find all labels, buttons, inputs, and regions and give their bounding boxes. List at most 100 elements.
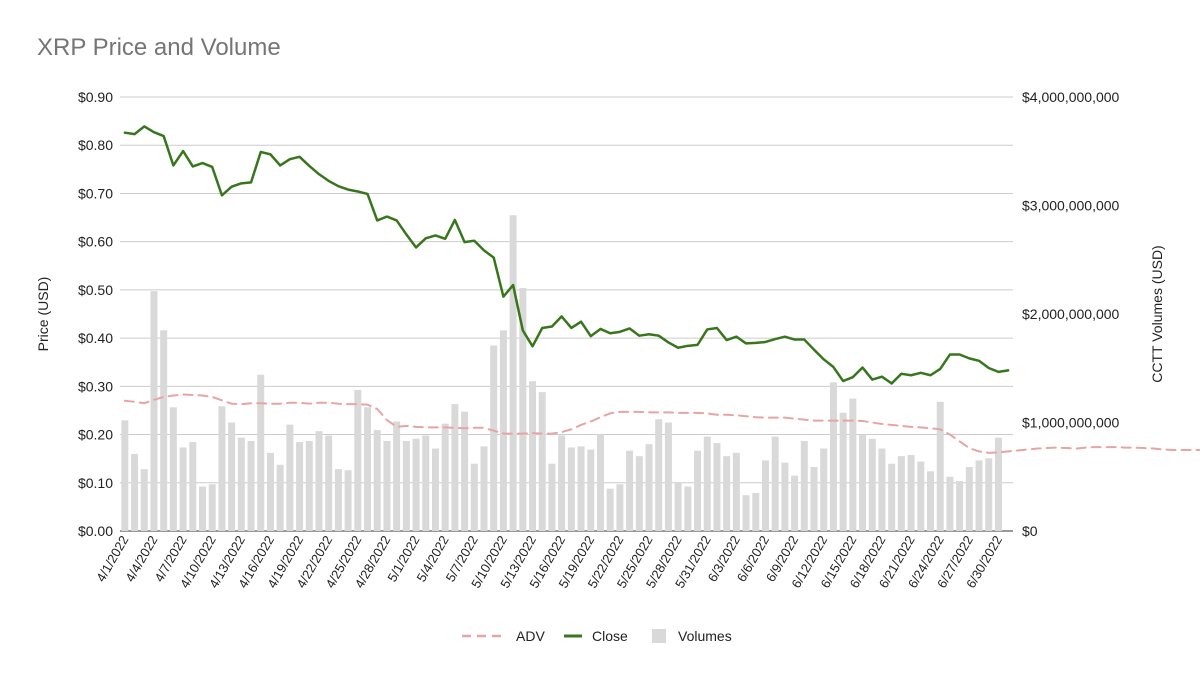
volume-bar bbox=[732, 452, 740, 531]
volume-bar bbox=[927, 471, 934, 531]
volume-bar bbox=[946, 476, 954, 531]
volume-bars bbox=[121, 215, 1002, 531]
volume-bar bbox=[907, 455, 915, 531]
volume-bar bbox=[878, 448, 886, 531]
volume-bar bbox=[354, 389, 362, 531]
volume-bar bbox=[655, 419, 663, 531]
volume-bar bbox=[606, 488, 614, 531]
volume-bar bbox=[645, 444, 653, 531]
volume-bar bbox=[131, 453, 139, 531]
volume-bar bbox=[431, 448, 439, 531]
volume-bar bbox=[296, 442, 304, 531]
volume-bar bbox=[752, 493, 760, 531]
volume-bar bbox=[664, 422, 672, 531]
volume-bar bbox=[412, 438, 420, 531]
legend-close-label: Close bbox=[592, 628, 628, 644]
volume-bar bbox=[558, 435, 566, 531]
volume-bar bbox=[936, 401, 944, 531]
y-left-tick-label: $0.70 bbox=[78, 185, 113, 201]
volume-bar bbox=[461, 411, 469, 531]
volume-bar bbox=[577, 446, 585, 531]
volume-bar bbox=[160, 330, 168, 531]
volume-bar bbox=[266, 452, 274, 531]
y-left-axis-title: Price (USD) bbox=[35, 277, 51, 352]
close-line bbox=[123, 125, 1010, 385]
volume-bar bbox=[499, 330, 507, 531]
y-right-tick-label: $0 bbox=[1022, 523, 1038, 539]
volume-bar bbox=[791, 475, 799, 531]
legend-volumes-swatch bbox=[652, 629, 666, 643]
y-left-tick-label: $0.10 bbox=[78, 475, 113, 491]
volume-bar bbox=[315, 431, 323, 531]
volume-bar bbox=[208, 484, 216, 531]
volume-bar bbox=[373, 430, 381, 531]
volume-bar bbox=[529, 381, 537, 531]
volume-bar bbox=[286, 424, 294, 531]
volume-bar bbox=[179, 447, 187, 531]
volume-bar bbox=[305, 440, 313, 531]
volume-bar bbox=[694, 450, 702, 531]
volume-bar bbox=[247, 440, 255, 531]
volume-bar bbox=[917, 461, 925, 531]
volume-bar bbox=[470, 463, 478, 531]
y-left-tick-label: $0.90 bbox=[78, 89, 113, 105]
volume-bar bbox=[897, 456, 905, 531]
line-series bbox=[123, 125, 1200, 454]
volume-bar bbox=[548, 463, 556, 531]
y-right-axis-title: CCTT Volumes (USD) bbox=[1149, 245, 1165, 382]
volume-bar bbox=[228, 422, 236, 531]
volume-bar bbox=[121, 420, 129, 531]
volume-bar bbox=[829, 382, 837, 531]
volume-bar bbox=[761, 460, 769, 531]
volume-bar bbox=[839, 412, 847, 531]
volume-bar bbox=[859, 434, 867, 531]
volume-bar bbox=[276, 464, 284, 531]
chart-title: XRP Price and Volume bbox=[37, 34, 281, 61]
volume-bar bbox=[713, 443, 721, 531]
y-left-tick-label: $0.00 bbox=[78, 523, 113, 539]
volume-bar bbox=[810, 466, 818, 531]
volume-bar bbox=[800, 440, 808, 531]
volume-bar bbox=[383, 440, 391, 531]
y-right-tick-label: $3,000,000,000 bbox=[1022, 198, 1120, 214]
volume-bar bbox=[237, 437, 245, 531]
volume-bar bbox=[519, 287, 527, 531]
volume-bar bbox=[509, 215, 517, 531]
volume-bar bbox=[150, 291, 158, 531]
volume-bar bbox=[451, 404, 459, 531]
volume-bar bbox=[635, 456, 643, 531]
y-left-tick-label: $0.40 bbox=[78, 330, 113, 346]
volume-bar bbox=[703, 436, 711, 531]
volume-bar bbox=[626, 450, 634, 531]
volume-bar bbox=[538, 392, 546, 531]
volume-bar bbox=[393, 421, 401, 531]
legend: ADV Close Volumes bbox=[462, 628, 732, 644]
volume-bar bbox=[325, 435, 333, 531]
volume-bar bbox=[985, 458, 993, 531]
volume-bar bbox=[422, 435, 430, 531]
volume-bar bbox=[334, 469, 342, 531]
volume-bar bbox=[587, 449, 595, 531]
volume-bar bbox=[742, 495, 750, 531]
volume-bar bbox=[674, 482, 682, 531]
y-left-tick-label: $0.60 bbox=[78, 234, 113, 250]
y-right-tick-label: $4,000,000,000 bbox=[1022, 89, 1120, 105]
volume-bar bbox=[965, 466, 973, 531]
y-left-tick-label: $0.50 bbox=[78, 282, 113, 298]
volume-bar bbox=[849, 398, 857, 531]
volume-bar bbox=[402, 440, 410, 531]
volume-bar bbox=[888, 463, 896, 531]
volume-bar bbox=[344, 470, 352, 531]
volume-bar bbox=[956, 481, 964, 531]
volume-bar bbox=[596, 434, 604, 531]
volume-bar bbox=[364, 407, 372, 531]
volume-bar bbox=[199, 486, 206, 531]
volume-bar bbox=[820, 448, 828, 531]
volume-bar bbox=[189, 442, 197, 531]
volume-bar bbox=[441, 423, 449, 531]
volume-bar bbox=[490, 345, 498, 531]
volume-bar bbox=[218, 406, 226, 531]
volume-bar bbox=[567, 447, 575, 531]
grid-lines bbox=[120, 96, 1013, 532]
